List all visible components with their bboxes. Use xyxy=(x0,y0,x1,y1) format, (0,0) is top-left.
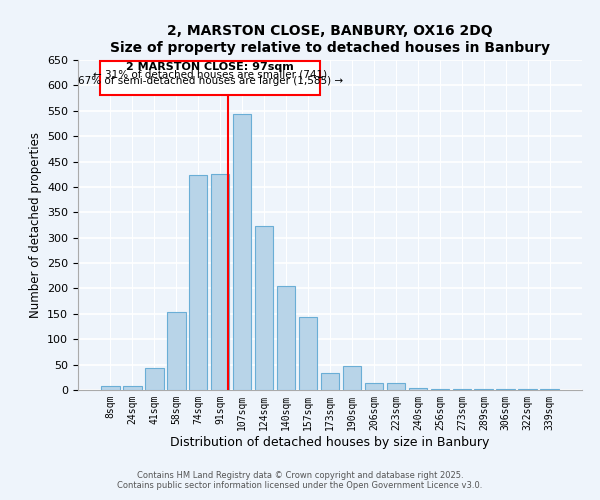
Bar xyxy=(189,175,208,390)
Bar xyxy=(167,312,185,390)
Bar xyxy=(101,386,119,390)
Bar xyxy=(343,366,361,390)
Text: Contains HM Land Registry data © Crown copyright and database right 2025.: Contains HM Land Registry data © Crown c… xyxy=(137,470,463,480)
Title: 2, MARSTON CLOSE, BANBURY, OX16 2DQ
Size of property relative to detached houses: 2, MARSTON CLOSE, BANBURY, OX16 2DQ Size… xyxy=(110,24,550,54)
Bar xyxy=(211,174,229,390)
Bar xyxy=(233,114,251,390)
Bar xyxy=(123,386,142,390)
Text: Contains public sector information licensed under the Open Government Licence v3: Contains public sector information licen… xyxy=(118,480,482,490)
Bar xyxy=(145,368,164,390)
Bar xyxy=(299,318,317,390)
Bar xyxy=(431,389,449,390)
Text: 67% of semi-detached houses are larger (1,585) →: 67% of semi-detached houses are larger (… xyxy=(77,76,343,86)
Bar xyxy=(277,286,295,390)
FancyBboxPatch shape xyxy=(100,61,320,95)
Bar xyxy=(409,388,427,390)
Bar xyxy=(365,384,383,390)
Bar xyxy=(386,384,405,390)
Bar xyxy=(320,373,340,390)
X-axis label: Distribution of detached houses by size in Banbury: Distribution of detached houses by size … xyxy=(170,436,490,448)
Y-axis label: Number of detached properties: Number of detached properties xyxy=(29,132,41,318)
Bar xyxy=(255,226,274,390)
Text: ← 31% of detached houses are smaller (741): ← 31% of detached houses are smaller (74… xyxy=(93,69,327,79)
Text: 2 MARSTON CLOSE: 97sqm: 2 MARSTON CLOSE: 97sqm xyxy=(127,62,294,72)
